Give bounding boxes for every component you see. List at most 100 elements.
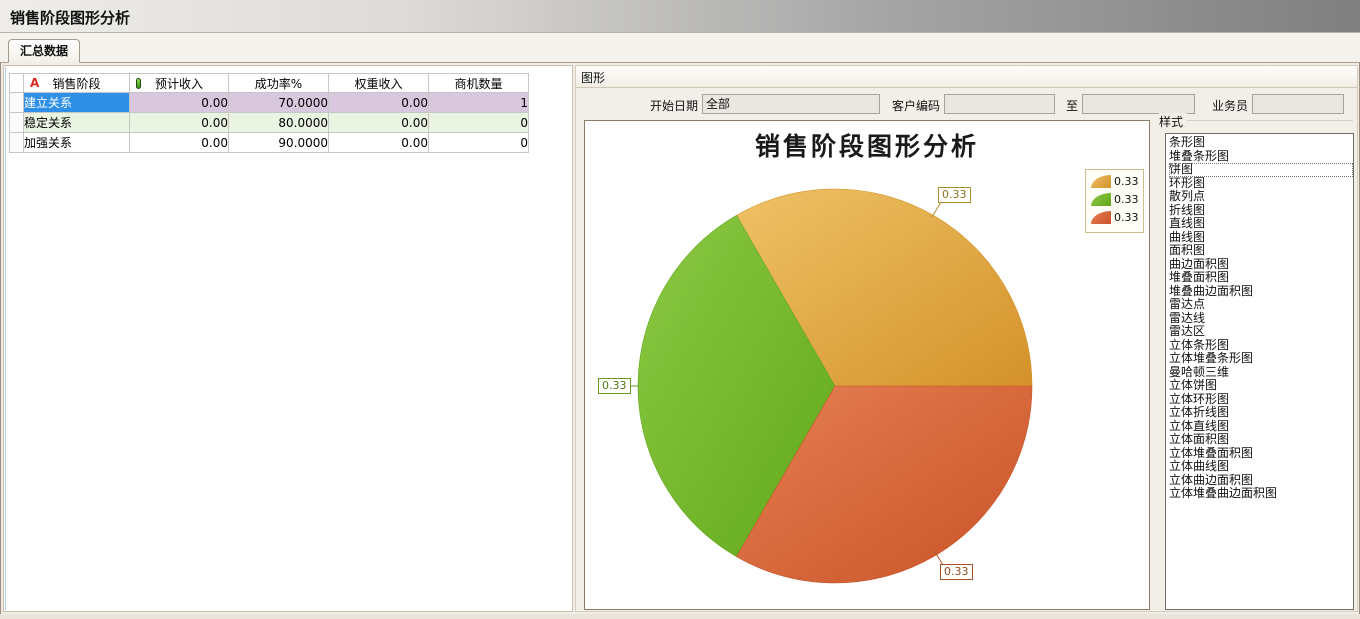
- chart-style-list[interactable]: 条形图 堆叠条形图 饼图 环形图 散列点 折线图 直线图 曲线图 面积图 曲边面积图 堆叠面积图 堆叠…: [1165, 133, 1354, 610]
- cell-success[interactable]: 70.0000: [228, 92, 329, 113]
- customer-code-label: 客户编码: [891, 99, 940, 113]
- tab-strip: 汇总数据: [0, 33, 1360, 63]
- style-list-item[interactable]: 折线图: [1169, 202, 1206, 217]
- style-list-item[interactable]: 立体条形图: [1169, 337, 1230, 352]
- table-row[interactable]: 稳定关系 0.00 80.0000 0.00 0: [9, 112, 529, 133]
- style-list-item[interactable]: 堆叠条形图: [1169, 148, 1230, 163]
- window-titlebar: 销售阶段图形分析: [0, 0, 1360, 33]
- row-indicator[interactable]: [9, 92, 24, 113]
- col-header-label: 销售阶段: [52, 76, 101, 91]
- salesman-label: 业务员: [1211, 99, 1248, 113]
- cell-expected[interactable]: 0.00: [129, 92, 229, 113]
- cell-success[interactable]: 90.0000: [228, 132, 329, 153]
- pie-chart-svg: [627, 188, 1033, 584]
- cell-success[interactable]: 80.0000: [228, 112, 329, 133]
- style-list-item[interactable]: 立体曲线图: [1169, 459, 1230, 473]
- panel-accent-line: [5, 67, 6, 610]
- chart-legend: 0.33 0.33 0.33: [1085, 169, 1144, 233]
- style-list-item[interactable]: 立体直线图: [1169, 418, 1230, 433]
- graph-group-header: 图形: [576, 66, 1357, 88]
- table-row[interactable]: 加强关系 0.00 90.0000 0.00 0: [9, 132, 529, 153]
- page-title: 销售阶段图形分析: [10, 9, 131, 27]
- salesman-field[interactable]: [1252, 94, 1344, 114]
- main-content: A 销售阶段 预计收入 成功率% 权重收入 商机数量 建立关系 0.00 70.00…: [0, 62, 1360, 614]
- style-list-item[interactable]: 条形图: [1169, 135, 1206, 149]
- style-list-item[interactable]: 立体堆叠条形图: [1169, 351, 1254, 365]
- legend-entry: 0.33: [1091, 211, 1139, 224]
- legend-swatch-icon: [1091, 175, 1111, 188]
- callout-line-bottom: [934, 551, 944, 566]
- style-list-item[interactable]: 曼哈顿三维: [1169, 364, 1230, 379]
- style-list-item[interactable]: 面积图: [1169, 243, 1206, 257]
- style-list-item[interactable]: 曲边面积图: [1169, 256, 1230, 271]
- to-label: 至: [1065, 99, 1078, 113]
- col-header-weighted-revenue[interactable]: 权重收入: [328, 73, 429, 93]
- cell-expected[interactable]: 0.00: [129, 132, 229, 153]
- table-row[interactable]: 建立关系 0.00 70.0000 0.00 1: [9, 92, 529, 113]
- legend-swatch-icon: [1091, 193, 1111, 206]
- cell-weighted[interactable]: 0.00: [328, 92, 429, 113]
- cell-count[interactable]: 0: [428, 112, 529, 133]
- cell-count[interactable]: 0: [428, 132, 529, 153]
- col-header-label: 预计收入: [154, 76, 203, 91]
- style-list-item[interactable]: 立体面积图: [1169, 432, 1230, 446]
- callout-line-top: [931, 201, 942, 218]
- chart-title: 销售阶段图形分析: [754, 132, 979, 161]
- style-list-item[interactable]: 堆叠曲边面积图: [1169, 283, 1254, 298]
- cell-weighted[interactable]: 0.00: [328, 132, 429, 153]
- field-capsule-icon: [136, 78, 141, 89]
- cell-count[interactable]: 1: [428, 92, 529, 113]
- graph-group-label: 图形: [581, 71, 606, 85]
- customer-code-field[interactable]: [944, 94, 1055, 114]
- cell-weighted[interactable]: 0.00: [328, 112, 429, 133]
- legend-label: 0.33: [1114, 211, 1139, 224]
- col-header-label: 权重收入: [354, 76, 403, 91]
- style-list-item[interactable]: 立体堆叠曲边面积图: [1169, 486, 1278, 500]
- style-group-rule: [1181, 120, 1353, 121]
- style-list-item[interactable]: 直线图: [1169, 216, 1206, 230]
- style-list-item[interactable]: 立体折线图: [1169, 405, 1230, 419]
- style-list-item[interactable]: 散列点: [1169, 189, 1206, 203]
- style-list-item[interactable]: 环形图: [1169, 175, 1206, 190]
- start-date-field[interactable]: 全部: [702, 94, 880, 114]
- style-list-item[interactable]: 立体堆叠面积图: [1169, 445, 1254, 460]
- style-list-item[interactable]: 雷达线: [1169, 310, 1206, 325]
- tab-summary-data[interactable]: 汇总数据: [8, 39, 81, 63]
- legend-entry: 0.33: [1091, 193, 1139, 206]
- row-indicator-header: [9, 73, 24, 93]
- style-list-item[interactable]: 雷达点: [1169, 297, 1206, 311]
- row-indicator[interactable]: [9, 132, 24, 153]
- pie-slices[interactable]: [637, 188, 1033, 584]
- legend-entry: 0.33: [1091, 175, 1139, 188]
- style-list-item[interactable]: 立体曲边面积图: [1169, 472, 1254, 487]
- row-indicator[interactable]: [9, 112, 24, 133]
- col-header-opportunity-count[interactable]: 商机数量: [428, 73, 529, 93]
- pie-slice[interactable]: [736, 385, 1033, 584]
- col-header-success-rate[interactable]: 成功率%: [228, 73, 329, 93]
- slice-label-green: 0.33: [598, 378, 631, 394]
- style-list-item[interactable]: 曲线图: [1169, 229, 1206, 244]
- legend-swatch-icon: [1091, 211, 1111, 224]
- style-group-label: 样式: [1159, 113, 1188, 130]
- cell-stage[interactable]: 加强关系: [23, 132, 130, 153]
- style-list-item[interactable]: 堆叠面积图: [1169, 270, 1230, 284]
- pie-chart-area: 销售阶段图形分析 0.33 0.33 0.33 0.33 0.33 0.33: [584, 120, 1150, 610]
- style-list-item[interactable]: 立体饼图: [1169, 378, 1218, 392]
- sales-stage-table[interactable]: A 销售阶段 预计收入 成功率% 权重收入 商机数量 建立关系 0.00 70.00…: [9, 73, 529, 153]
- cell-stage[interactable]: 建立关系: [23, 92, 130, 113]
- col-header-label: 商机数量: [454, 76, 503, 91]
- style-list-item[interactable]: 立体环形图: [1169, 391, 1230, 406]
- sort-a-icon: A: [30, 76, 40, 90]
- table-header-row: A 销售阶段 预计收入 成功率% 权重收入 商机数量: [9, 73, 529, 93]
- style-list-item[interactable]: 饼图: [1169, 162, 1353, 177]
- to-field[interactable]: [1082, 94, 1195, 114]
- slice-label-gold: 0.33: [938, 187, 971, 203]
- summary-grid-panel: A 销售阶段 预计收入 成功率% 权重收入 商机数量 建立关系 0.00 70.00…: [3, 65, 573, 612]
- cell-stage[interactable]: 稳定关系: [23, 112, 130, 133]
- col-header-stage[interactable]: A 销售阶段: [23, 73, 130, 93]
- start-date-label: 开始日期: [649, 99, 698, 113]
- bottom-strip: [0, 614, 1360, 619]
- col-header-expected-revenue[interactable]: 预计收入: [129, 73, 229, 93]
- cell-expected[interactable]: 0.00: [129, 112, 229, 133]
- style-list-item[interactable]: 雷达区: [1169, 324, 1206, 338]
